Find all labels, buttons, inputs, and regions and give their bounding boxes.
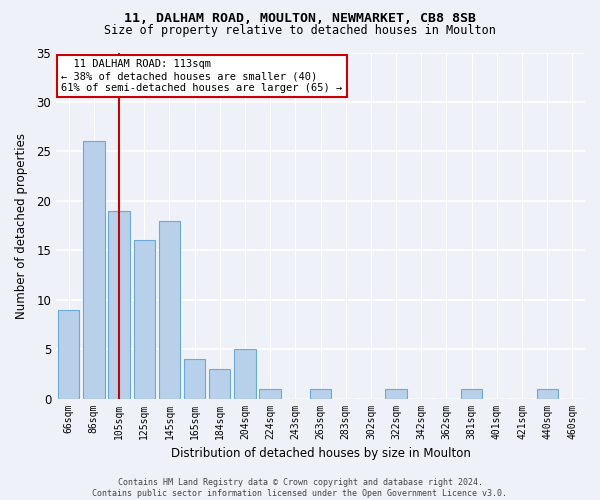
Bar bbox=[134, 240, 155, 398]
Bar bbox=[461, 388, 482, 398]
X-axis label: Distribution of detached houses by size in Moulton: Distribution of detached houses by size … bbox=[170, 447, 470, 460]
Bar bbox=[109, 210, 130, 398]
Bar bbox=[184, 359, 205, 399]
Bar bbox=[58, 310, 79, 398]
Bar bbox=[536, 388, 558, 398]
Bar bbox=[385, 388, 407, 398]
Bar bbox=[159, 220, 180, 398]
Text: 11, DALHAM ROAD, MOULTON, NEWMARKET, CB8 8SB: 11, DALHAM ROAD, MOULTON, NEWMARKET, CB8… bbox=[124, 12, 476, 26]
Text: Size of property relative to detached houses in Moulton: Size of property relative to detached ho… bbox=[104, 24, 496, 37]
Bar bbox=[310, 388, 331, 398]
Bar bbox=[234, 349, 256, 399]
Text: Contains HM Land Registry data © Crown copyright and database right 2024.
Contai: Contains HM Land Registry data © Crown c… bbox=[92, 478, 508, 498]
Y-axis label: Number of detached properties: Number of detached properties bbox=[15, 132, 28, 318]
Bar bbox=[83, 142, 104, 398]
Bar bbox=[209, 369, 230, 398]
Text: 11 DALHAM ROAD: 113sqm  
← 38% of detached houses are smaller (40)
61% of semi-d: 11 DALHAM ROAD: 113sqm ← 38% of detached… bbox=[61, 60, 343, 92]
Bar bbox=[259, 388, 281, 398]
